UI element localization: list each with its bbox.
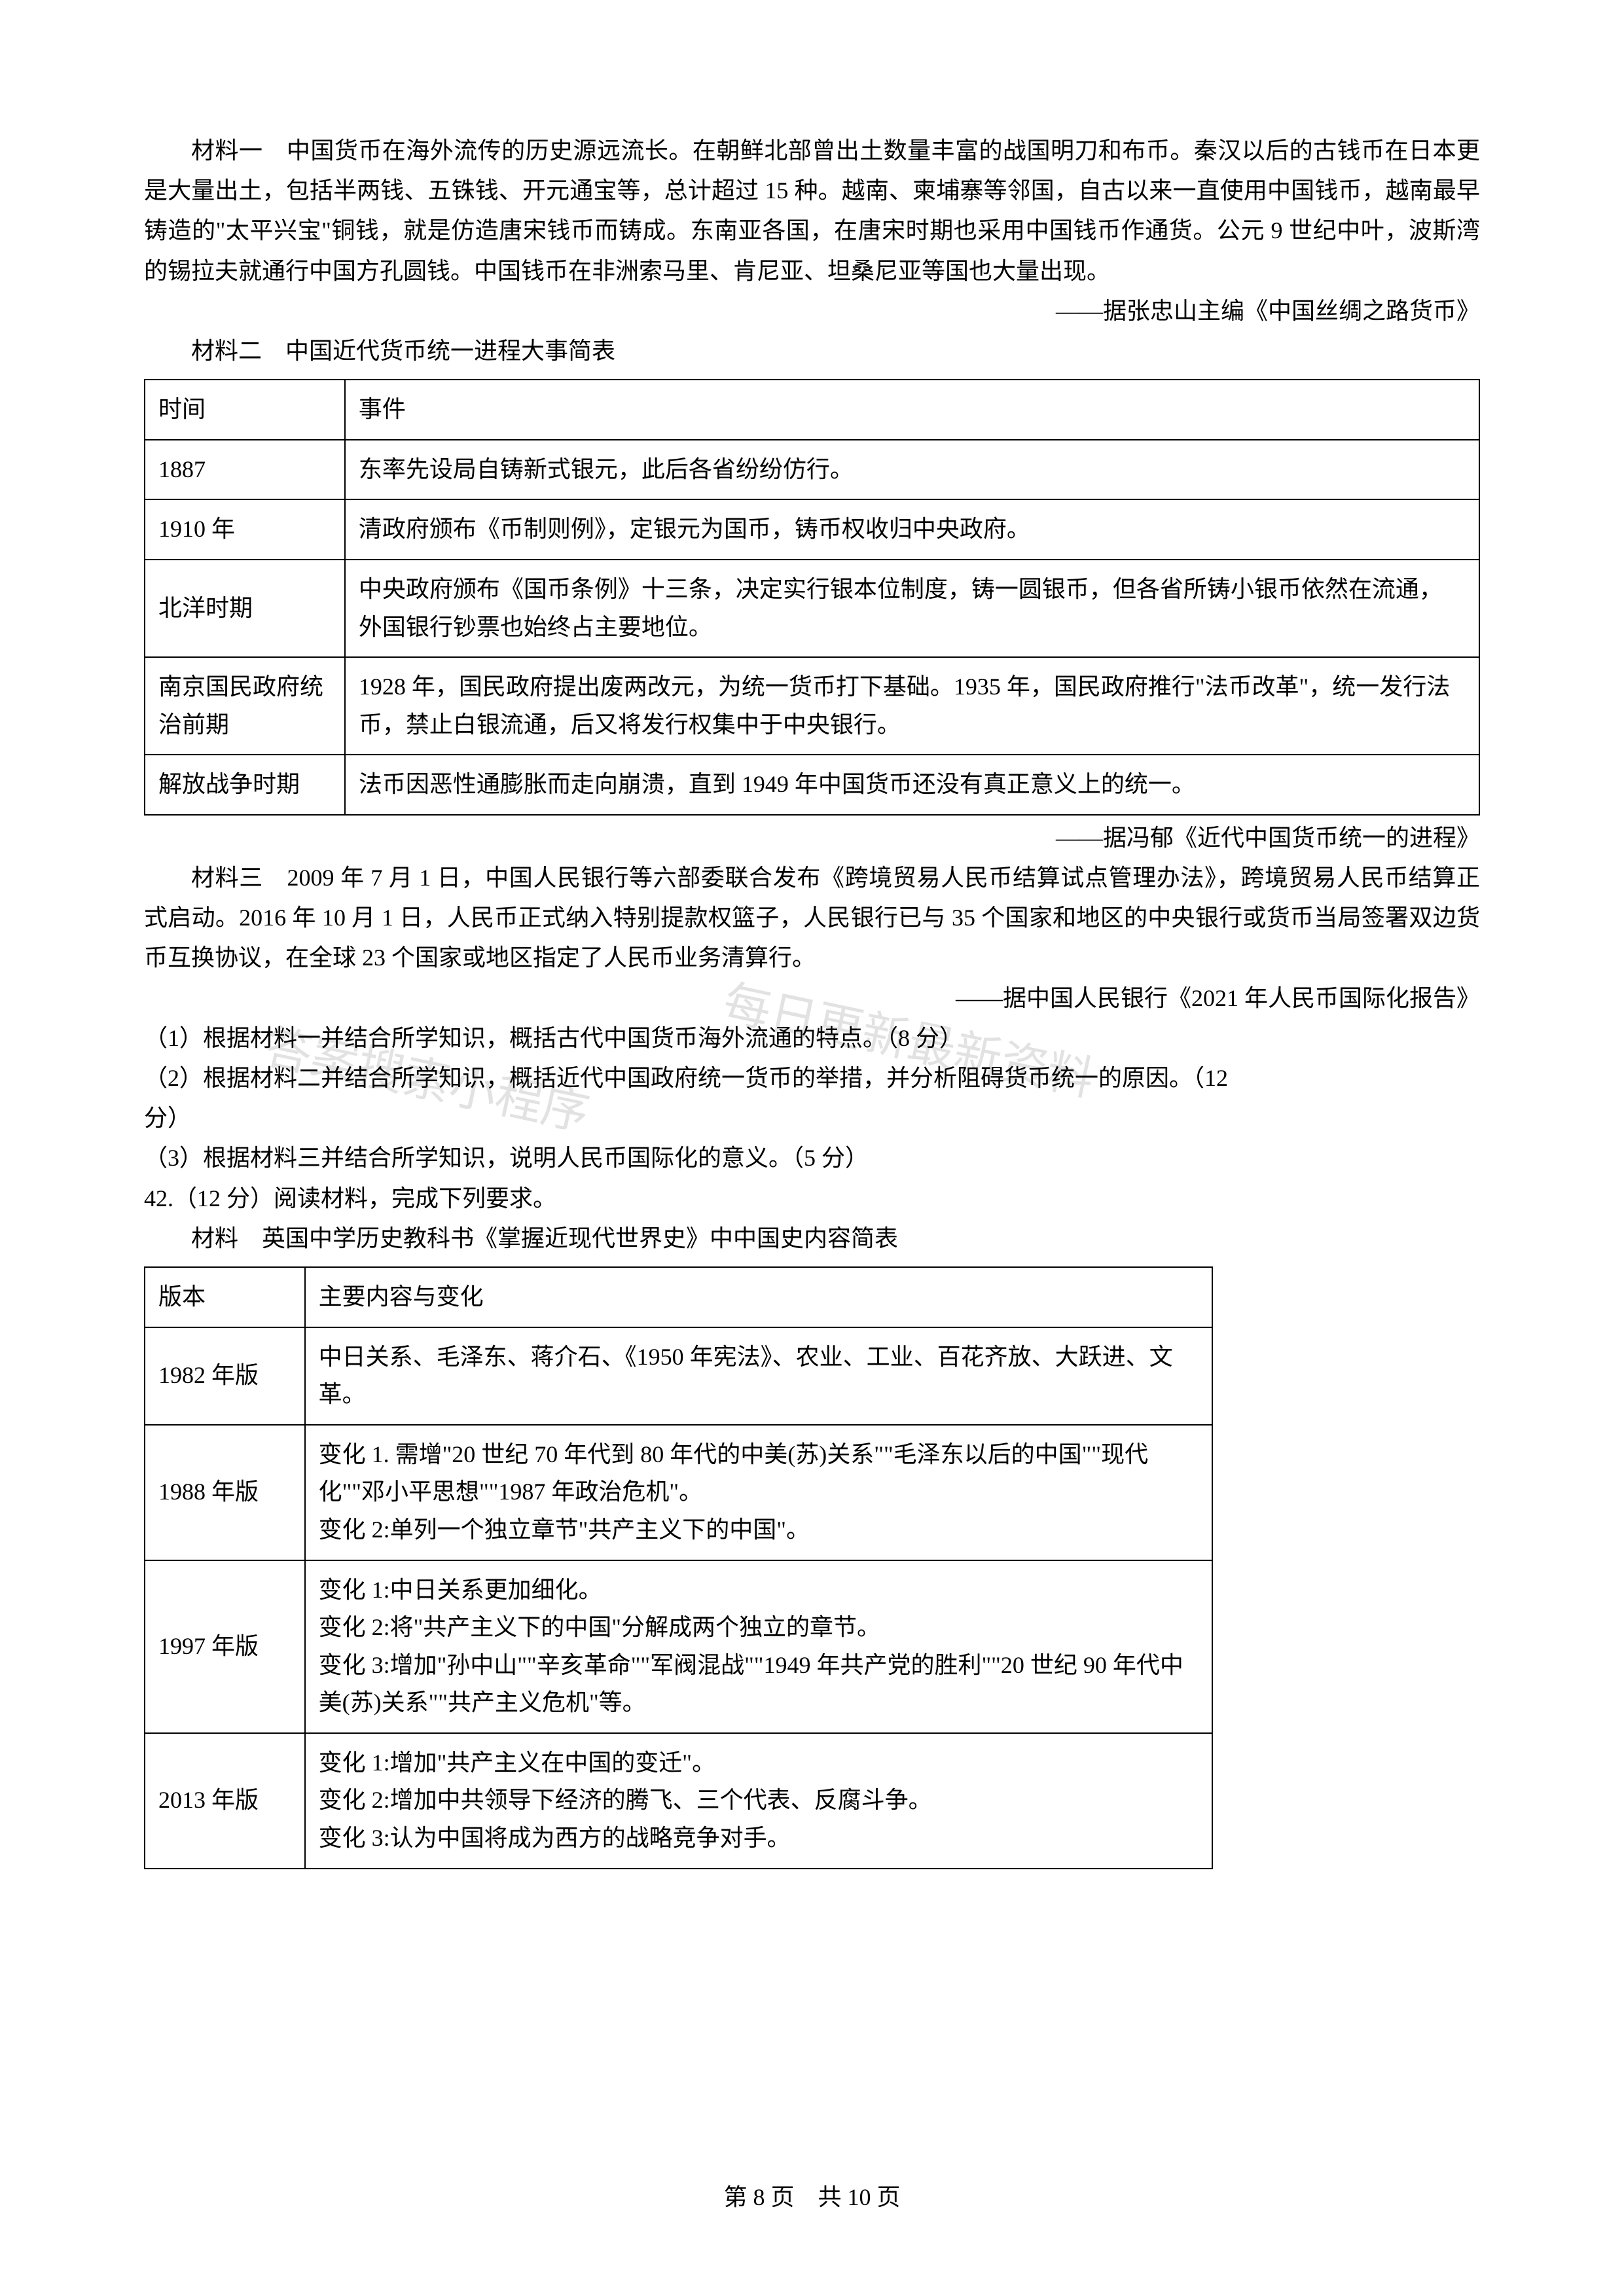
cell-time: 北洋时期: [145, 560, 345, 657]
table-row: 1982 年版 中日关系、毛泽东、蒋介石、《1950 年宪法》、农业、工业、百花…: [145, 1327, 1212, 1425]
question-1: （1）根据材料一并结合所学知识，概括古代中国货币海外流通的特点。（8 分）: [144, 1018, 1480, 1058]
material-2-heading: 材料二 中国近代货币统一进程大事简表: [144, 331, 1480, 371]
cell-content: 中日关系、毛泽东、蒋介石、《1950 年宪法》、农业、工业、百花齐放、大跃进、文…: [305, 1327, 1212, 1425]
material-1-citation: ——据张忠山主编《中国丝绸之路货币》: [144, 291, 1480, 331]
material-3-text: 材料三 2009 年 7 月 1 日，中国人民银行等六部委联合发布《跨境贸易人民…: [144, 858, 1480, 978]
header-content: 主要内容与变化: [305, 1267, 1212, 1327]
question-2-line1: （2）根据材料二并结合所学知识，概括近代中国政府统一货币的举措，并分析阻碍货币统…: [144, 1058, 1480, 1098]
table-row: 1988 年版 变化 1. 需增"20 世纪 70 年代到 80 年代的中美(苏…: [145, 1425, 1212, 1560]
cell-version: 1988 年版: [145, 1425, 305, 1560]
cell-version: 1997 年版: [145, 1560, 305, 1733]
cell-time: 南京国民政府统治前期: [145, 657, 345, 755]
cell-event: 清政府颁布《币制则例》，定银元为国币，铸币权收归中央政府。: [345, 499, 1479, 560]
table-row: 1910 年 清政府颁布《币制则例》，定银元为国币，铸币权收归中央政府。: [145, 499, 1479, 560]
page-footer: 第 8 页 共 10 页: [0, 2178, 1624, 2217]
cell-event: 1928 年，国民政府提出废两改元，为统一货币打下基础。1935 年，国民政府推…: [345, 657, 1479, 755]
cell-version: 1982 年版: [145, 1327, 305, 1425]
q42-material-heading: 材料 英国中学历史教科书《掌握近现代世界史》中中国史内容简表: [144, 1219, 1480, 1259]
header-time: 时间: [145, 380, 345, 440]
table-header-row: 版本 主要内容与变化: [145, 1267, 1212, 1327]
cell-event: 东率先设局自铸新式银元，此后各省纷纷仿行。: [345, 440, 1479, 500]
cell-time: 解放战争时期: [145, 755, 345, 815]
question-2-line2: 分）: [144, 1098, 1480, 1138]
header-version: 版本: [145, 1267, 305, 1327]
cell-time: 1910 年: [145, 499, 345, 560]
cell-time: 1887: [145, 440, 345, 500]
cell-content: 变化 1:增加"共产主义在中国的变迁"。 变化 2:增加中共领导下经济的腾飞、三…: [305, 1733, 1212, 1869]
cell-event: 中央政府颁布《国币条例》十三条，决定实行银本位制度，铸一圆银币，但各省所铸小银币…: [345, 560, 1479, 657]
table-row: 解放战争时期 法币因恶性通膨胀而走向崩溃，直到 1949 年中国货币还没有真正意…: [145, 755, 1479, 815]
table-header-row: 时间 事件: [145, 380, 1479, 440]
table-row: 南京国民政府统治前期 1928 年，国民政府提出废两改元，为统一货币打下基础。1…: [145, 657, 1479, 755]
cell-event: 法币因恶性通膨胀而走向崩溃，直到 1949 年中国货币还没有真正意义上的统一。: [345, 755, 1479, 815]
table-row: 1887 东率先设局自铸新式银元，此后各省纷纷仿行。: [145, 440, 1479, 500]
cell-content: 变化 1:中日关系更加细化。 变化 2:将"共产主义下的中国"分解成两个独立的章…: [305, 1560, 1212, 1733]
table-row: 1997 年版 变化 1:中日关系更加细化。 变化 2:将"共产主义下的中国"分…: [145, 1560, 1212, 1733]
material-2-table: 时间 事件 1887 东率先设局自铸新式银元，此后各省纷纷仿行。 1910 年 …: [144, 379, 1480, 816]
cell-version: 2013 年版: [145, 1733, 305, 1869]
material-2-citation: ——据冯郁《近代中国货币统一的进程》: [144, 818, 1480, 858]
table-row: 北洋时期 中央政府颁布《国币条例》十三条，决定实行银本位制度，铸一圆银币，但各省…: [145, 560, 1479, 657]
q42-table: 版本 主要内容与变化 1982 年版 中日关系、毛泽东、蒋介石、《1950 年宪…: [144, 1266, 1213, 1869]
material-1-text: 材料一 中国货币在海外流传的历史源远流长。在朝鲜北部曾出土数量丰富的战国明刀和布…: [144, 131, 1480, 291]
q42-heading: 42.（12 分）阅读材料，完成下列要求。: [144, 1179, 1480, 1219]
cell-content: 变化 1. 需增"20 世纪 70 年代到 80 年代的中美(苏)关系""毛泽东…: [305, 1425, 1212, 1560]
material-3-citation: ——据中国人民银行《2021 年人民币国际化报告》: [144, 978, 1480, 1018]
question-3: （3）根据材料三并结合所学知识，说明人民币国际化的意义。（5 分）: [144, 1138, 1480, 1178]
table-row: 2013 年版 变化 1:增加"共产主义在中国的变迁"。 变化 2:增加中共领导…: [145, 1733, 1212, 1869]
header-event: 事件: [345, 380, 1479, 440]
page-content: 材料一 中国货币在海外流传的历史源远流长。在朝鲜北部曾出土数量丰富的战国明刀和布…: [144, 131, 1480, 1869]
